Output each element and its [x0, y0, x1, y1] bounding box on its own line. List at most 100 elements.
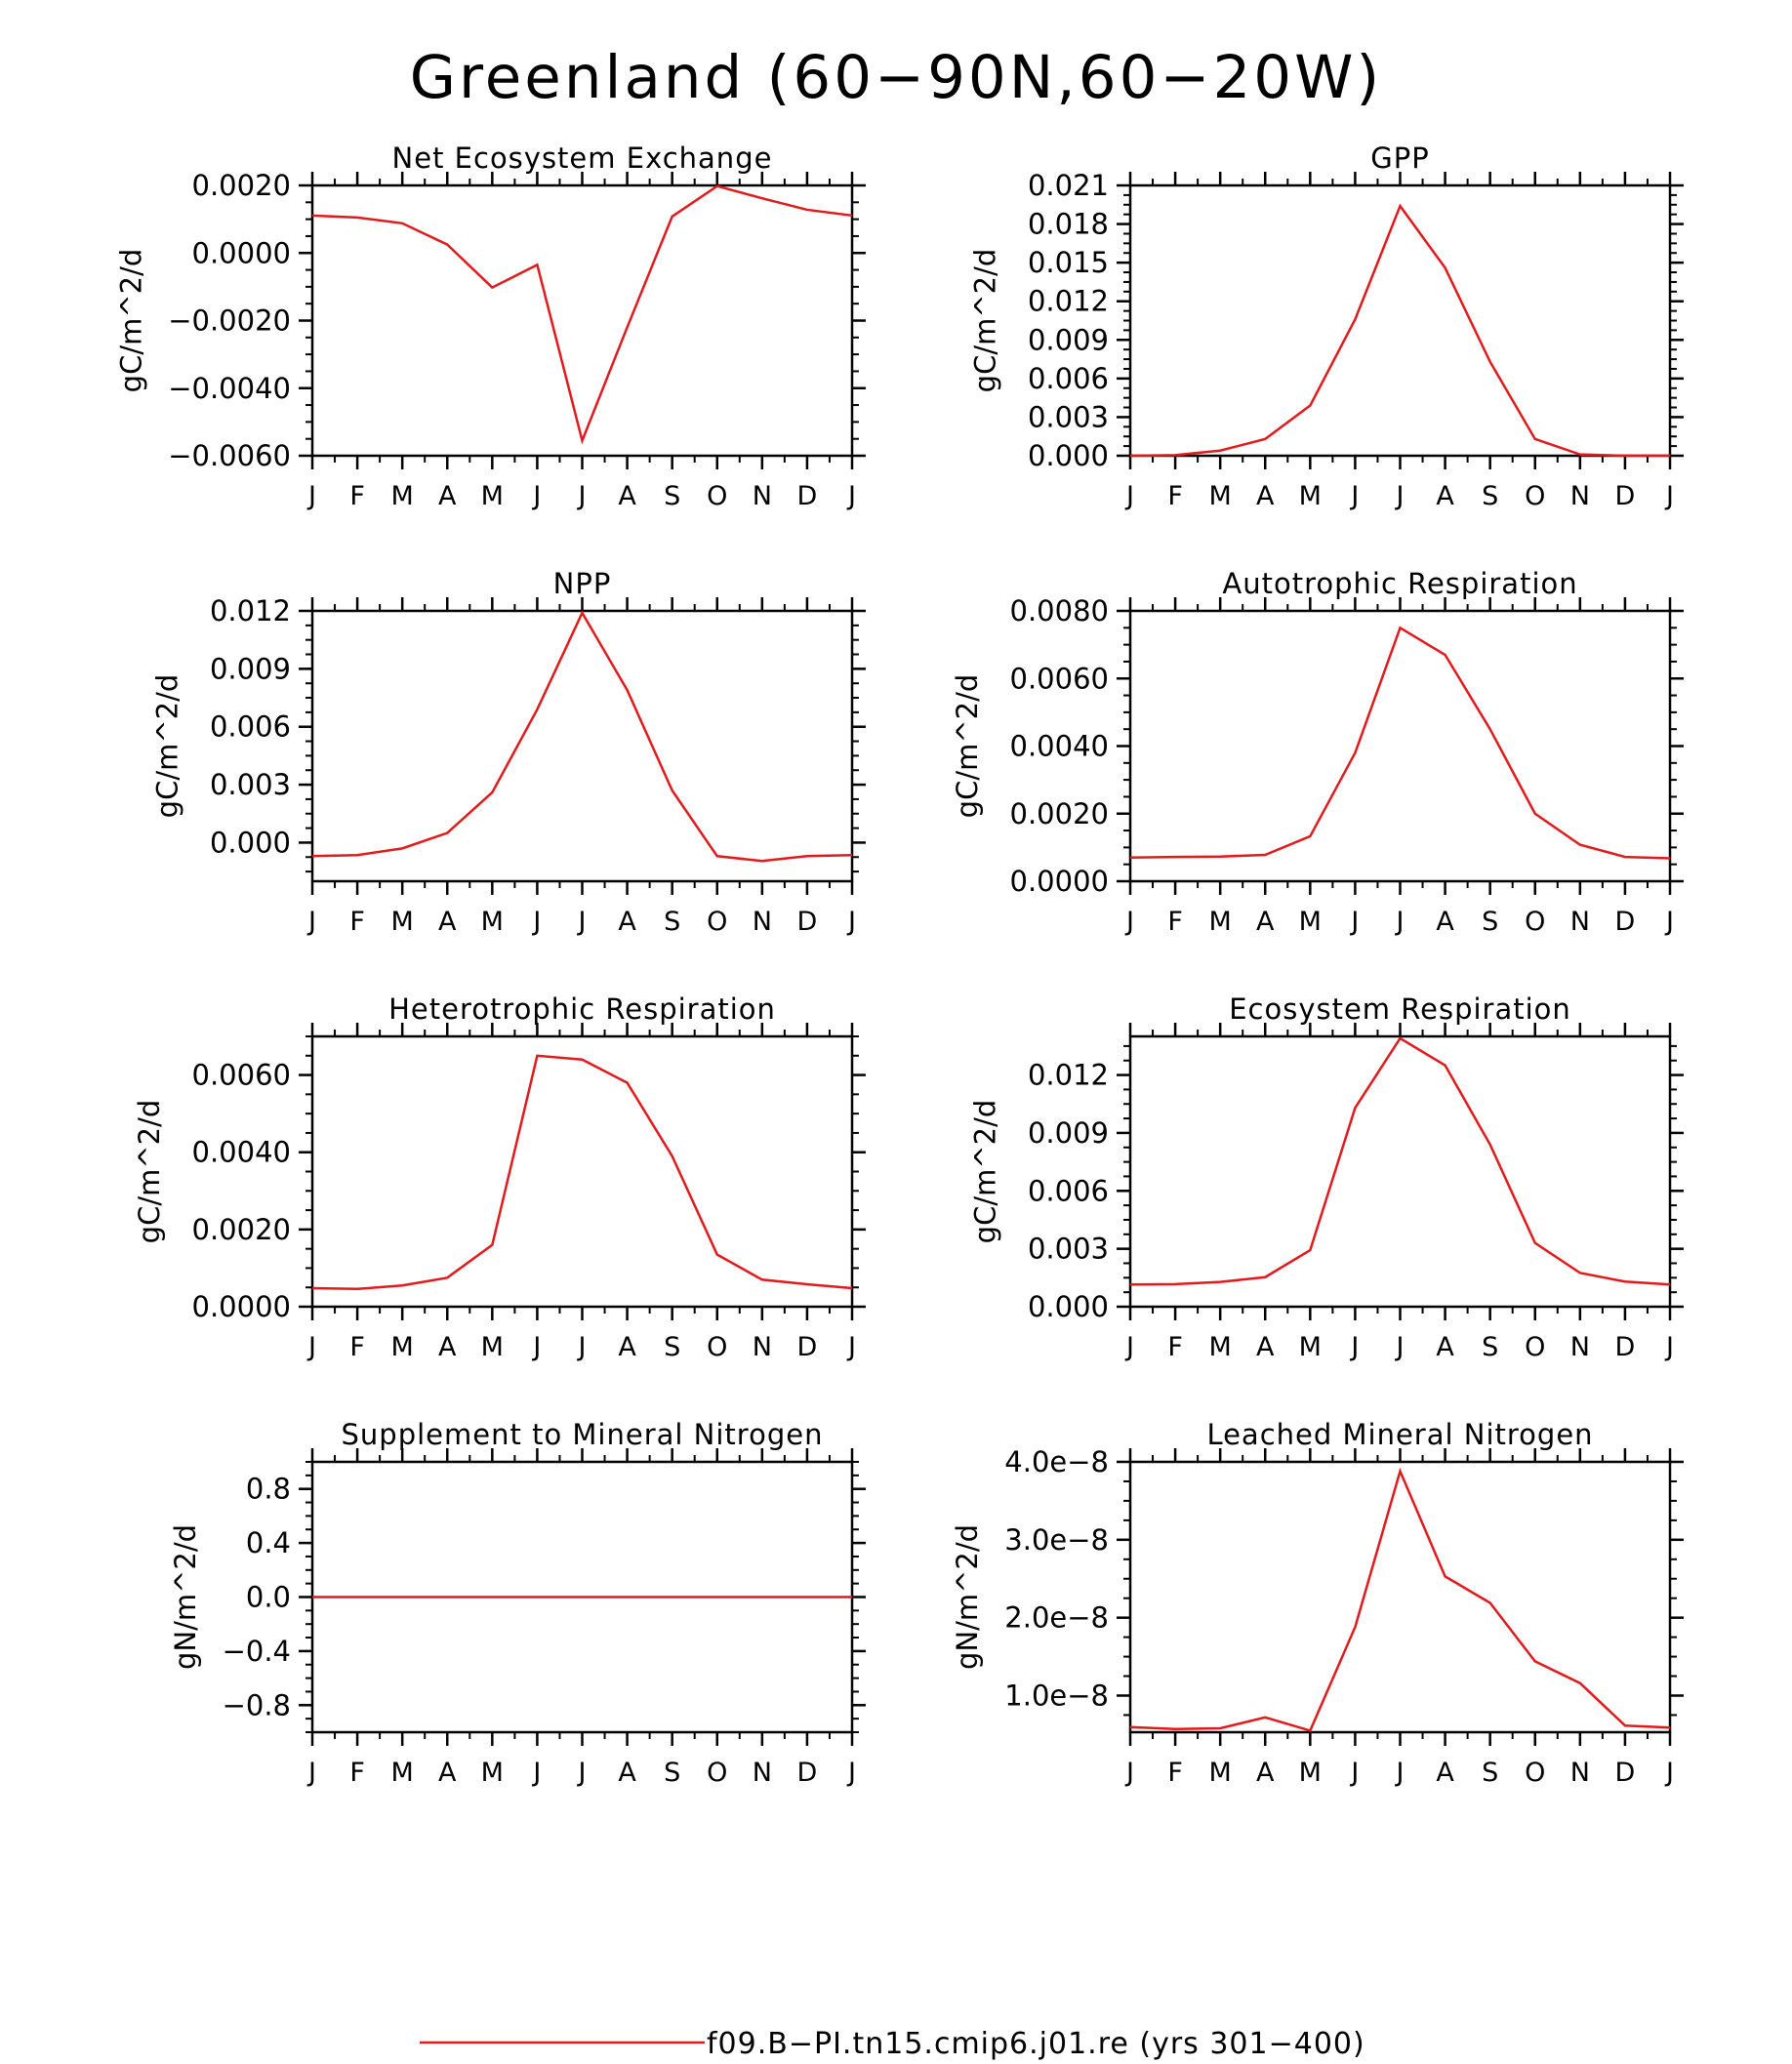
x-tick-label: J [1395, 481, 1405, 511]
x-tick-label: F [349, 907, 365, 937]
x-tick-label: M [391, 1332, 414, 1362]
y-axis-label: gC/m^2/d [969, 1100, 1002, 1244]
x-tick-label: J [531, 481, 541, 511]
y-tick-label: 0.0000 [192, 236, 291, 269]
x-tick-label: J [1349, 907, 1359, 937]
x-tick-label: J [531, 907, 541, 937]
x-tick-label: M [1299, 481, 1322, 511]
y-tick-label: 3.0e−8 [1004, 1523, 1109, 1557]
x-tick-label: N [1570, 907, 1590, 937]
panel-title: Autotrophic Respiration [1222, 567, 1577, 600]
x-tick-label: S [664, 1332, 680, 1362]
x-tick-label: J [531, 1758, 541, 1788]
x-tick-label: S [1482, 907, 1498, 937]
x-tick-label: J [1124, 1332, 1134, 1362]
x-tick-label: J [577, 1332, 587, 1362]
y-tick-label: 0.0000 [1010, 865, 1109, 898]
y-tick-label: −0.0040 [168, 372, 291, 405]
y-axis-label: gC/m^2/d [969, 249, 1002, 393]
panel-title: GPP [1370, 142, 1429, 175]
x-tick-label: F [1167, 1758, 1183, 1788]
plot-frame [1128, 183, 1672, 458]
x-tick-label: N [1570, 1332, 1590, 1362]
x-tick-label: S [664, 907, 680, 937]
x-tick-label: J [1124, 907, 1134, 937]
x-tick-label: F [349, 481, 365, 511]
x-tick-label: M [481, 1332, 504, 1362]
plot-frame [1128, 609, 1672, 883]
panel-npp: J F M A M J J A S O N D J0.0000.0030.0060.0090.012gC… [151, 567, 866, 937]
x-tick-label: A [438, 1332, 457, 1362]
panel-ecosystem-respiration: J F M A M J J A S O N D J0.0000.0030.0060.0090.012gC… [969, 992, 1684, 1362]
x-tick-label: O [707, 1758, 727, 1788]
x-tick-label: N [753, 907, 772, 937]
y-tick-label: −0.8 [223, 1688, 291, 1721]
y-tick-label: 0.0060 [192, 1059, 291, 1092]
y-tick-label: 0.009 [1028, 1116, 1109, 1150]
x-tick-label: M [391, 907, 414, 937]
x-tick-label: A [438, 907, 457, 937]
x-tick-label: A [1436, 481, 1454, 511]
x-tick-label: J [846, 907, 856, 937]
x-tick-label: M [1299, 1332, 1322, 1362]
y-tick-label: 0.003 [210, 768, 291, 801]
x-tick-label: D [797, 907, 818, 937]
series-line [311, 1054, 853, 1291]
x-tick-label: A [618, 1758, 636, 1788]
x-tick-label: A [618, 481, 636, 511]
y-tick-label: 2.0e−8 [1004, 1601, 1109, 1635]
x-tick-label: J [306, 1332, 316, 1362]
panel-autotrophic-respiration: J F M A M J J A S O N D J0.00000.00200.00400.00600.0… [951, 567, 1684, 937]
panel-title: Net Ecosystem Exchange [392, 142, 773, 175]
x-tick-label: O [707, 1332, 727, 1362]
x-tick-label: S [1482, 1332, 1498, 1362]
y-tick-label: 0.015 [1028, 246, 1109, 279]
x-tick-label: A [438, 481, 457, 511]
x-tick-label: S [1482, 481, 1498, 511]
panel-gpp: J F M A M J J A S O N D J0.0000.0030.0060.0090.0120.… [969, 142, 1684, 511]
y-axis-label: gC/m^2/d [115, 249, 148, 393]
panel-title: Heterotrophic Respiration [388, 992, 776, 1026]
y-tick-label: 0.0060 [1010, 662, 1109, 695]
x-tick-label: F [1167, 1332, 1183, 1362]
y-tick-label: 0.000 [1028, 439, 1109, 472]
y-tick-label: 0.006 [1028, 362, 1109, 395]
series-line [1129, 626, 1671, 860]
y-tick-label: 0.0020 [192, 169, 291, 202]
x-tick-label: J [306, 907, 316, 937]
x-tick-label: J [1664, 1332, 1674, 1362]
panel-title: Supplement to Mineral Nitrogen [342, 1418, 824, 1451]
x-tick-label: M [1209, 481, 1232, 511]
figure-title: Greenland (60−90N,60−20W) [410, 43, 1382, 112]
x-tick-label: D [797, 1332, 818, 1362]
panel-title: Ecosystem Respiration [1229, 992, 1571, 1026]
x-tick-label: D [1615, 1758, 1636, 1788]
x-tick-label: N [753, 1332, 772, 1362]
x-tick-label: D [1615, 907, 1636, 937]
y-tick-label: 0.009 [210, 652, 291, 685]
x-tick-label: M [481, 481, 504, 511]
panel-net-ecosystem-exchange: J F M A M J J A S O N D J−0.0060−0.0040−0.00200.0000… [115, 142, 866, 511]
y-axis-label: gN/m^2/d [169, 1524, 202, 1670]
x-tick-label: A [1436, 907, 1454, 937]
legend-label: f09.B−PI.tn15.cmip6.j01.re (yrs 301−400) [707, 2027, 1365, 2061]
panel-title: Leached Mineral Nitrogen [1206, 1418, 1593, 1451]
y-tick-label: 0.0020 [192, 1213, 291, 1246]
series-line [311, 184, 853, 445]
y-tick-label: 0.0000 [192, 1290, 291, 1323]
x-tick-label: O [1525, 907, 1545, 937]
x-tick-label: M [1209, 1758, 1232, 1788]
y-tick-label: 0.018 [1028, 208, 1109, 241]
x-tick-label: J [306, 481, 316, 511]
x-tick-label: J [306, 1758, 316, 1788]
panel-leached-mineral-nitrogen: J F M A M J J A S O N D J1.0e−82.0e−83.0e−84.0e−8gN/… [951, 1418, 1684, 1788]
y-tick-label: 0.0080 [1010, 594, 1109, 627]
y-tick-label: 0.0 [246, 1581, 291, 1614]
x-tick-label: J [1349, 481, 1359, 511]
x-tick-label: J [577, 481, 587, 511]
x-tick-label: M [1299, 907, 1322, 937]
x-tick-label: M [481, 1758, 504, 1788]
plot-frame [310, 1034, 854, 1309]
x-tick-label: O [1525, 1332, 1545, 1362]
y-tick-label: −0.0060 [168, 439, 291, 472]
